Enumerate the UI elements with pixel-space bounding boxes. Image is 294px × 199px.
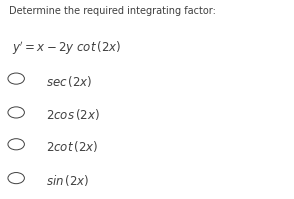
Text: $2\mathit{cot}\,(2x)$: $2\mathit{cot}\,(2x)$ <box>46 139 98 154</box>
Text: $2\mathit{cos}\,(2x)$: $2\mathit{cos}\,(2x)$ <box>46 107 99 122</box>
Text: $\mathit{sin}\,(2x)$: $\mathit{sin}\,(2x)$ <box>46 173 89 188</box>
Text: $y'=x-2y\ \mathit{cot}\,(2x)$: $y'=x-2y\ \mathit{cot}\,(2x)$ <box>12 40 121 57</box>
Text: Determine the required integrating factor:: Determine the required integrating facto… <box>9 6 216 16</box>
Text: $\mathit{sec}\,(2x)$: $\mathit{sec}\,(2x)$ <box>46 74 92 89</box>
